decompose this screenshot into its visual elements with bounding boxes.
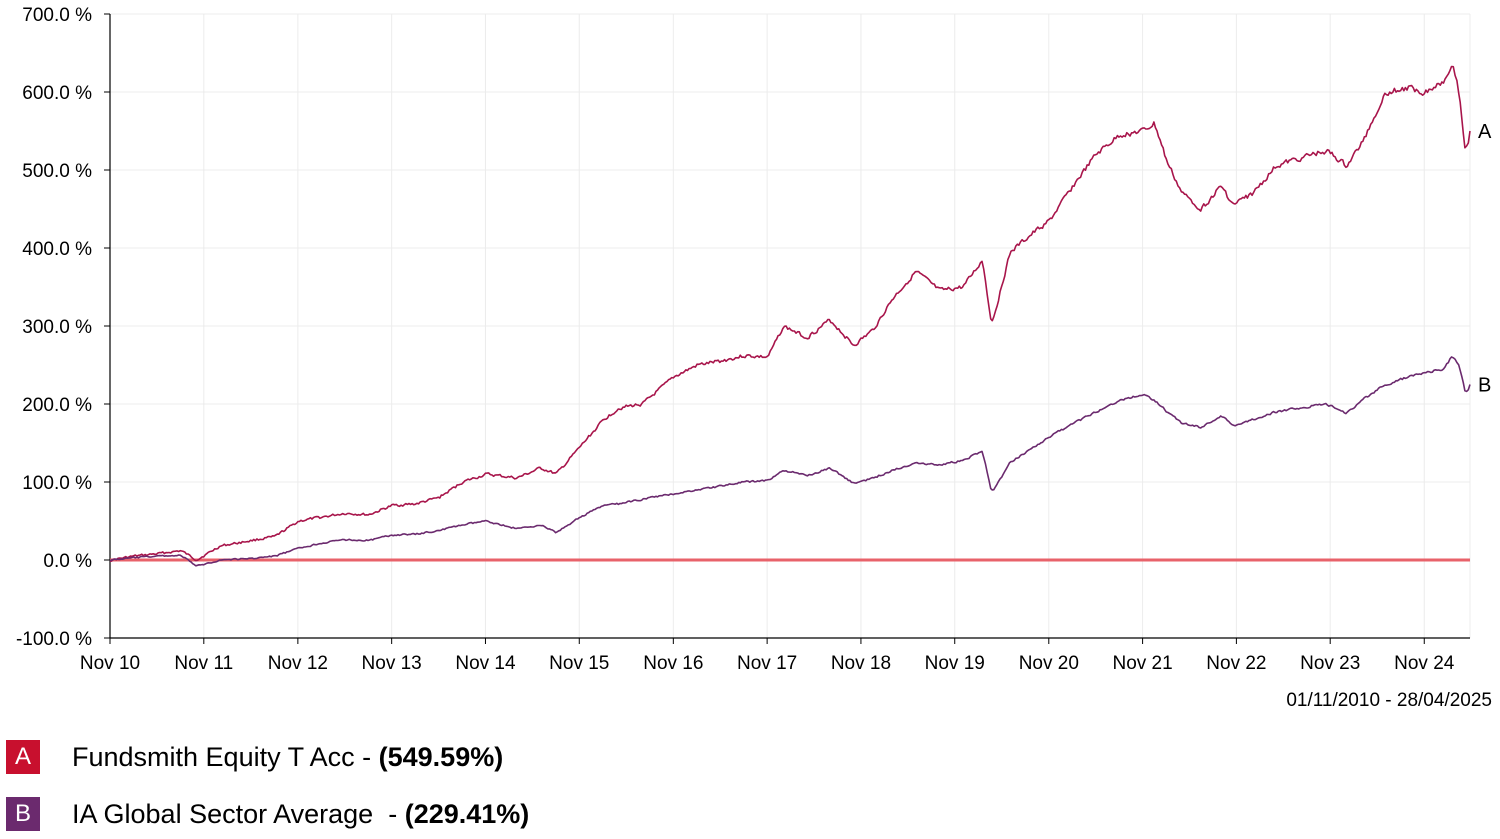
- x-tick-label: Nov 11: [174, 653, 233, 674]
- x-tick-label: Nov 21: [1112, 653, 1172, 674]
- y-tick-label: 600.0 %: [22, 83, 92, 104]
- series-end-label-b: B: [1478, 375, 1491, 397]
- y-tick-label: 0.0 %: [43, 551, 92, 572]
- y-tick-label: 200.0 %: [22, 395, 92, 416]
- line-chart: 700.0 % 600.0 % 500.0 % 400.0 % 300.0 % 200.0…: [16, 5, 1492, 674]
- tick-labels: 700.0 % 600.0 % 500.0 % 400.0 % 300.0 % 200.0…: [16, 5, 1492, 674]
- series-line-b: [109, 356, 1471, 567]
- y-tick-label: 100.0 %: [22, 473, 92, 494]
- x-tick-label: Nov 16: [643, 653, 703, 674]
- x-tick-label: Nov 24: [1394, 653, 1455, 674]
- axes: [104, 13, 1470, 644]
- series-end-label-a: A: [1478, 121, 1492, 143]
- grid: [109, 13, 1471, 639]
- date-range: 01/11/2010 - 28/04/2025: [1286, 690, 1492, 711]
- legend-series-name-a: Fundsmith Equity T Acc: [72, 741, 355, 772]
- x-tick-label: Nov 10: [80, 653, 140, 674]
- legend-label-a: Fundsmith Equity T Acc - (549.59%): [72, 741, 504, 772]
- series-lines: [109, 65, 1471, 567]
- x-tick-label: Nov 22: [1206, 653, 1266, 674]
- legend-value-b: (229.41%): [404, 798, 530, 829]
- y-tick-label: 300.0 %: [22, 317, 92, 338]
- legend-item-b: B IA Global Sector Average - (229.41%): [6, 797, 529, 831]
- x-tick-label: Nov 12: [268, 653, 328, 674]
- x-tick-label: Nov 18: [831, 653, 891, 674]
- legend-swatch-a: A: [6, 740, 40, 774]
- legend-series-name-b: IA Global Sector Average: [72, 798, 374, 829]
- legend-label-b: IA Global Sector Average - (229.41%): [72, 798, 530, 829]
- x-tick-label: Nov 15: [549, 653, 609, 674]
- x-tick-label: Nov 19: [925, 653, 985, 674]
- y-tick-label: 700.0 %: [22, 5, 92, 26]
- y-tick-label: 400.0 %: [22, 239, 92, 260]
- legend-value-a: (549.59%): [378, 741, 504, 772]
- legend-swatch-b: B: [6, 797, 40, 831]
- x-tick-label: Nov 14: [455, 653, 516, 674]
- legend-item-a: A Fundsmith Equity T Acc - (549.59%): [6, 740, 503, 774]
- x-tick-label: Nov 17: [737, 653, 797, 674]
- x-tick-label: Nov 13: [362, 653, 422, 674]
- x-tick-label: Nov 20: [1019, 653, 1079, 674]
- y-tick-label: -100.0 %: [16, 629, 92, 650]
- x-tick-label: Nov 23: [1300, 653, 1360, 674]
- series-line-a: [109, 65, 1471, 562]
- y-tick-label: 500.0 %: [22, 161, 92, 182]
